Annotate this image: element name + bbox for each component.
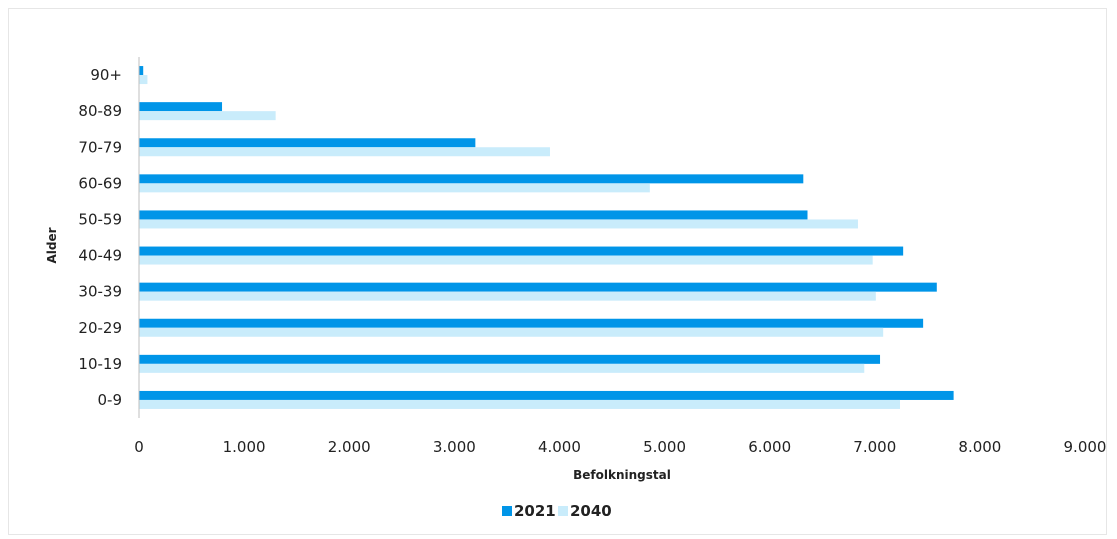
- bar-2040-30-39: [139, 291, 876, 301]
- y-tick-label: 40-49: [78, 247, 122, 265]
- x-tick-label: 2.000: [328, 438, 371, 456]
- bar-2040-60-69: [139, 183, 650, 193]
- y-tick-label: 30-39: [78, 283, 122, 301]
- bar-2021-80-89: [139, 102, 223, 112]
- x-tick-label: 0: [134, 438, 144, 456]
- bar-2021-20-29: [139, 318, 924, 328]
- x-tick-labels: 0 1.000 2.000 3.000 4.000 5.000 6.000 7.000 8.00…: [134, 438, 1106, 456]
- y-tick-label: 80-89: [78, 102, 122, 120]
- bar-2040-40-49: [139, 255, 873, 265]
- x-tick-label: 3.000: [433, 438, 476, 456]
- y-tick-label: 20-29: [78, 319, 122, 337]
- y-tick-label: 0-9: [98, 391, 123, 409]
- x-tick-label: 6.000: [748, 438, 791, 456]
- x-tick-label: 7.000: [853, 438, 896, 456]
- bar-2021-50-59: [139, 210, 808, 220]
- bar-2021-30-39: [139, 282, 937, 292]
- y-tick-label: 90+: [90, 66, 122, 84]
- bar-2040-10-19: [139, 363, 865, 373]
- y-tick-labels: 0-9 10-19 20-29 30-39 40-49 50-59 60-69 70-79 80…: [78, 66, 122, 409]
- legend-label-2021: 2021: [514, 502, 556, 520]
- x-tick-label: 8.000: [958, 438, 1001, 456]
- chart-frame: [8, 8, 1107, 535]
- x-tick-label: 4.000: [538, 438, 581, 456]
- bar-2021-70-79: [139, 138, 476, 148]
- bar-2040-80-89: [139, 111, 276, 121]
- bar-2021-10-19: [139, 354, 881, 364]
- bar-2021-90+: [139, 66, 144, 76]
- legend-swatch-2021: [502, 506, 512, 516]
- legend-label-2040: 2040: [570, 502, 612, 520]
- bar-2040-90+: [139, 75, 148, 85]
- bar-2040-50-59: [139, 219, 858, 229]
- y-tick-label: 10-19: [78, 355, 122, 373]
- x-tick-label: 5.000: [643, 438, 686, 456]
- y-tick-label: 70-79: [78, 138, 122, 156]
- legend-swatch-2040: [558, 506, 568, 516]
- bars-group: [139, 66, 954, 409]
- bar-2021-60-69: [139, 174, 804, 184]
- bar-2040-20-29: [139, 327, 884, 337]
- y-tick-label: 50-59: [78, 210, 122, 228]
- legend: 2021 2040: [502, 502, 612, 520]
- y-axis-title: Alder: [45, 227, 59, 263]
- x-axis-title: Befolkningstal: [573, 468, 671, 482]
- x-tick-label: 9.000: [1064, 438, 1107, 456]
- bar-2021-40-49: [139, 246, 904, 256]
- bar-2021-0-9: [139, 390, 954, 400]
- bar-2040-0-9: [139, 399, 901, 409]
- x-tick-label: 1.000: [223, 438, 266, 456]
- y-tick-label: 60-69: [78, 174, 122, 192]
- bar-2040-70-79: [139, 147, 550, 157]
